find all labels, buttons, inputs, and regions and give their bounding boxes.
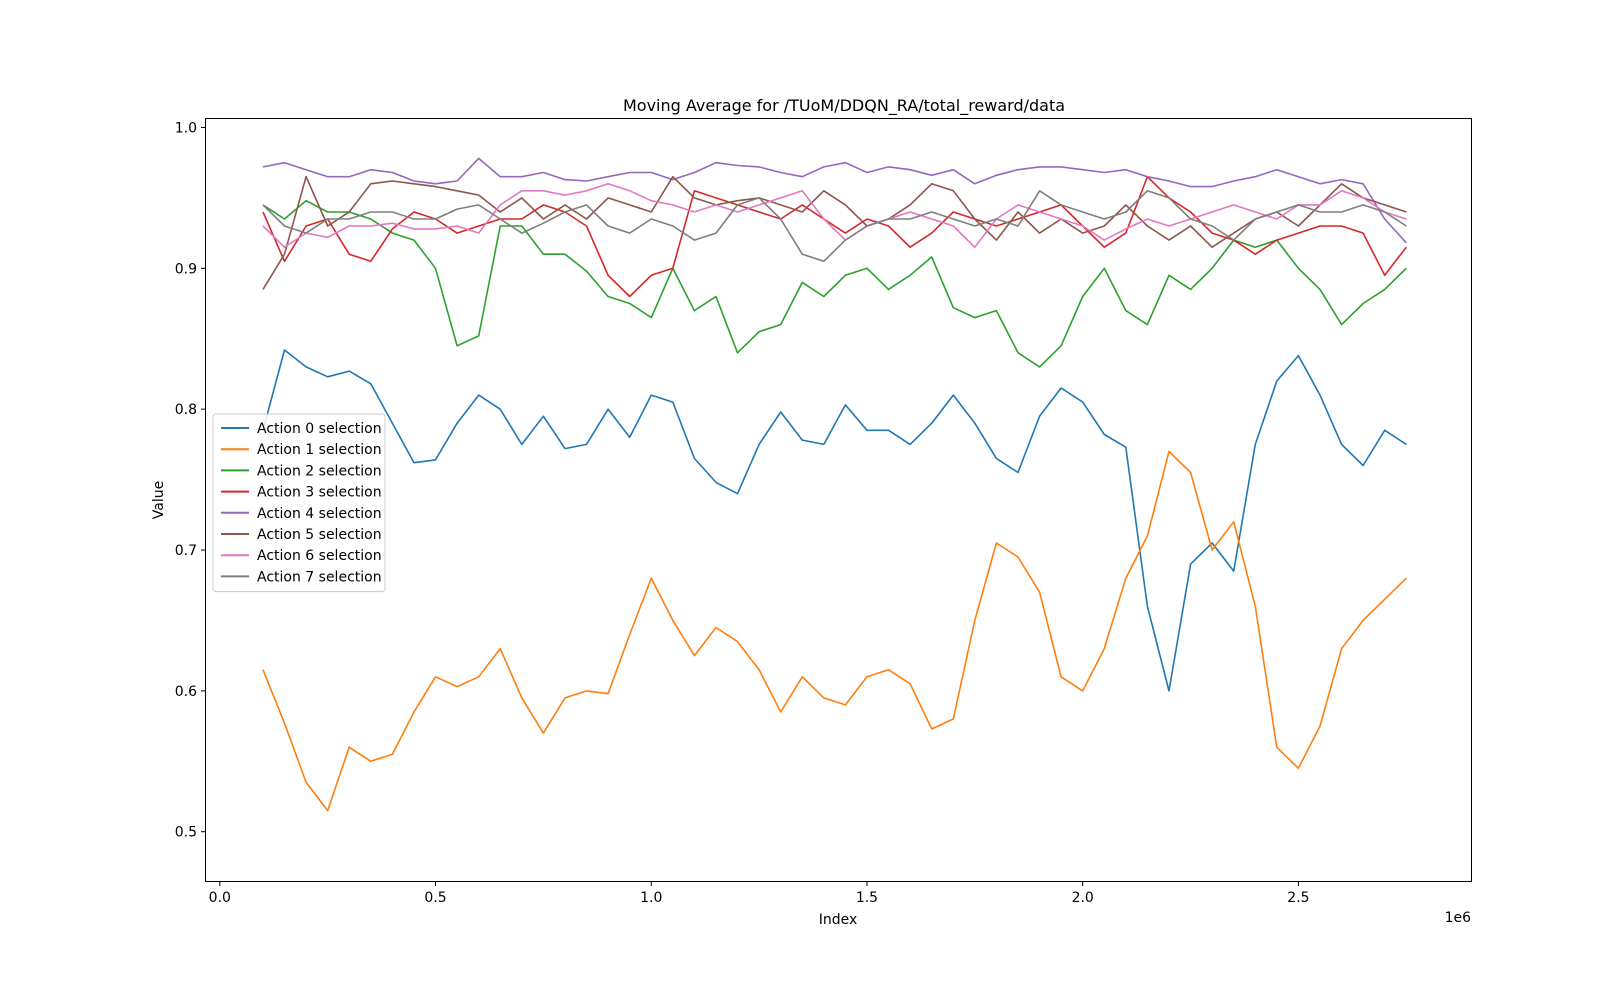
series-line-action-7 xyxy=(262,190,1407,263)
y-tick-label: 0.6 xyxy=(175,684,197,700)
legend: Action 0 selection Action 1 selection Acti… xyxy=(212,413,386,593)
series-line-action-3 xyxy=(262,175,1407,298)
chart-title: Moving Average for /TUoM/DDQN_RA/total_r… xyxy=(623,96,1065,116)
series-line-action-0 xyxy=(262,349,1407,692)
y-axis: 0.5 0.6 0.7 0.8 0.9 1.0 xyxy=(175,120,206,841)
x-axis: 0.0 0.5 1.0 1.5 2.0 2.5 xyxy=(209,881,1310,906)
series-line-action-4 xyxy=(262,157,1407,244)
x-tick-label: 1.0 xyxy=(640,890,662,906)
legend-label: Action 3 selection xyxy=(257,485,382,501)
series-line-action-5 xyxy=(262,175,1407,290)
legend-label: Action 6 selection xyxy=(257,548,382,564)
x-axis-offset-label: 1e6 xyxy=(1445,910,1472,926)
x-axis-label: Index xyxy=(819,912,858,928)
legend-label: Action 4 selection xyxy=(257,506,382,522)
legend-label: Action 0 selection xyxy=(257,421,382,437)
y-tick-label: 0.5 xyxy=(175,825,197,841)
x-tick-label: 2.5 xyxy=(1287,890,1309,906)
series-line-action-1 xyxy=(262,450,1407,812)
x-tick-label: 0.0 xyxy=(209,890,231,906)
y-tick-label: 0.9 xyxy=(175,261,197,277)
legend-box xyxy=(212,413,386,593)
y-axis-label: Value xyxy=(151,481,167,519)
y-tick-label: 1.0 xyxy=(175,120,197,136)
legend-label: Action 2 selection xyxy=(257,463,382,479)
legend-label: Action 5 selection xyxy=(257,527,382,543)
legend-label: Action 1 selection xyxy=(257,442,382,458)
x-tick-label: 0.5 xyxy=(424,890,446,906)
x-tick-label: 2.0 xyxy=(1072,890,1094,906)
legend-label: Action 7 selection xyxy=(257,569,382,585)
y-tick-label: 0.8 xyxy=(175,402,197,418)
series-layer xyxy=(262,157,1407,812)
plot-area-frame xyxy=(205,118,1472,882)
x-tick-label: 1.5 xyxy=(856,890,878,906)
y-tick-label: 0.7 xyxy=(175,543,197,559)
series-line-action-2 xyxy=(262,199,1407,368)
series-line-action-6 xyxy=(262,183,1407,248)
